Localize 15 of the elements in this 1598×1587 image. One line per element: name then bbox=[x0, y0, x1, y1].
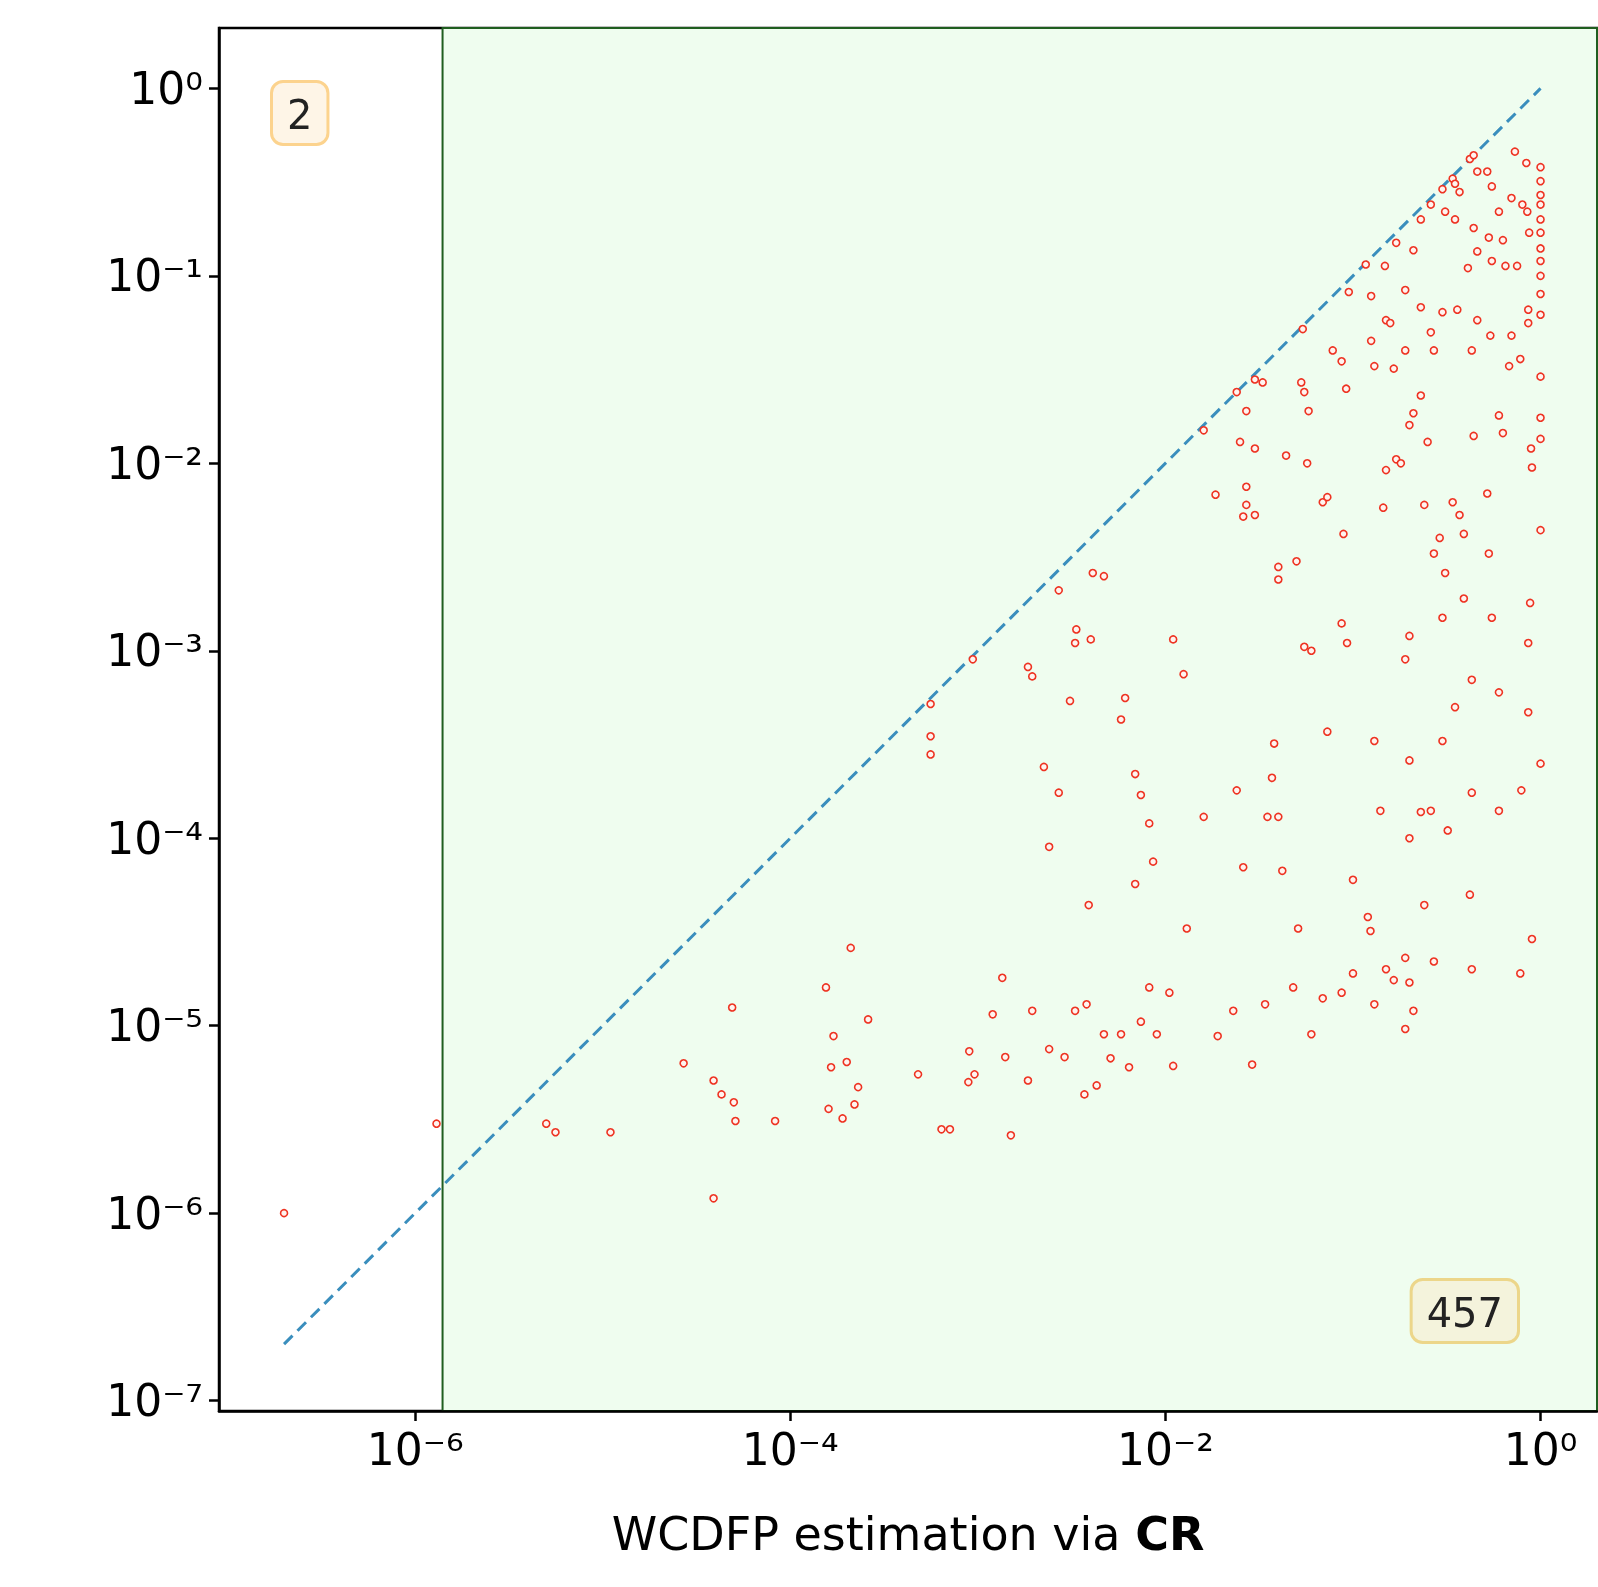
annotation: 2 bbox=[287, 92, 313, 138]
y-tick-label: 10⁻⁶ bbox=[106, 1187, 203, 1239]
y-tick-label: 10⁻³ bbox=[106, 625, 203, 677]
annotation: 457 bbox=[1426, 1290, 1504, 1336]
x-axis-title: WCDFP estimation via CR bbox=[611, 1507, 1205, 1561]
y-tick-label: 10⁻⁷ bbox=[106, 1375, 203, 1427]
x-tick-label: 10⁻⁴ bbox=[741, 1423, 839, 1475]
y-tick-label: 10⁻¹ bbox=[106, 250, 203, 302]
x-tick-label: 10⁻⁶ bbox=[366, 1423, 464, 1475]
y-tick-label: 10⁻² bbox=[106, 437, 203, 489]
y-tick-label: 10⁻⁵ bbox=[106, 1000, 203, 1052]
y-tick-label: 10⁻⁴ bbox=[106, 812, 203, 864]
x-tick-label: 10⁰ bbox=[1503, 1423, 1578, 1475]
y-tick-label: 10⁰ bbox=[129, 62, 203, 114]
x-tick-label: 10⁻² bbox=[1116, 1423, 1214, 1475]
